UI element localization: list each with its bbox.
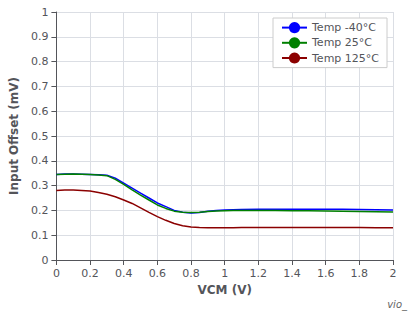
svg-text:0: 0 <box>53 267 60 280</box>
svg-text:1: 1 <box>221 267 228 280</box>
svg-text:0: 0 <box>41 254 48 267</box>
svg-text:0.7: 0.7 <box>31 80 49 93</box>
svg-text:1.8: 1.8 <box>351 267 369 280</box>
svg-text:0.6: 0.6 <box>31 105 49 118</box>
svg-text:0.2: 0.2 <box>81 267 99 280</box>
svg-text:VCM (V): VCM (V) <box>197 283 251 297</box>
svg-text:0.6: 0.6 <box>149 267 167 280</box>
svg-text:vio_: vio_ <box>387 299 408 311</box>
svg-text:Input Offset (mV): Input Offset (mV) <box>7 77 21 195</box>
svg-text:Temp 25°C: Temp 25°C <box>311 36 372 49</box>
svg-text:0.1: 0.1 <box>31 229 49 242</box>
svg-text:0.3: 0.3 <box>31 179 49 192</box>
svg-text:0.4: 0.4 <box>115 267 133 280</box>
svg-text:0.2: 0.2 <box>31 204 49 217</box>
svg-text:0.9: 0.9 <box>31 30 49 43</box>
svg-text:0.8: 0.8 <box>182 267 200 280</box>
svg-text:0.4: 0.4 <box>31 154 49 167</box>
svg-text:1: 1 <box>41 6 48 19</box>
svg-text:0.8: 0.8 <box>31 55 49 68</box>
svg-text:1.2: 1.2 <box>250 267 268 280</box>
svg-text:0.5: 0.5 <box>31 130 49 143</box>
svg-text:2: 2 <box>390 267 397 280</box>
svg-text:Temp 125°C: Temp 125°C <box>311 52 379 65</box>
svg-text:1.6: 1.6 <box>317 267 335 280</box>
svg-text:Temp -40°C: Temp -40°C <box>311 21 376 34</box>
svg-text:1.4: 1.4 <box>283 267 301 280</box>
